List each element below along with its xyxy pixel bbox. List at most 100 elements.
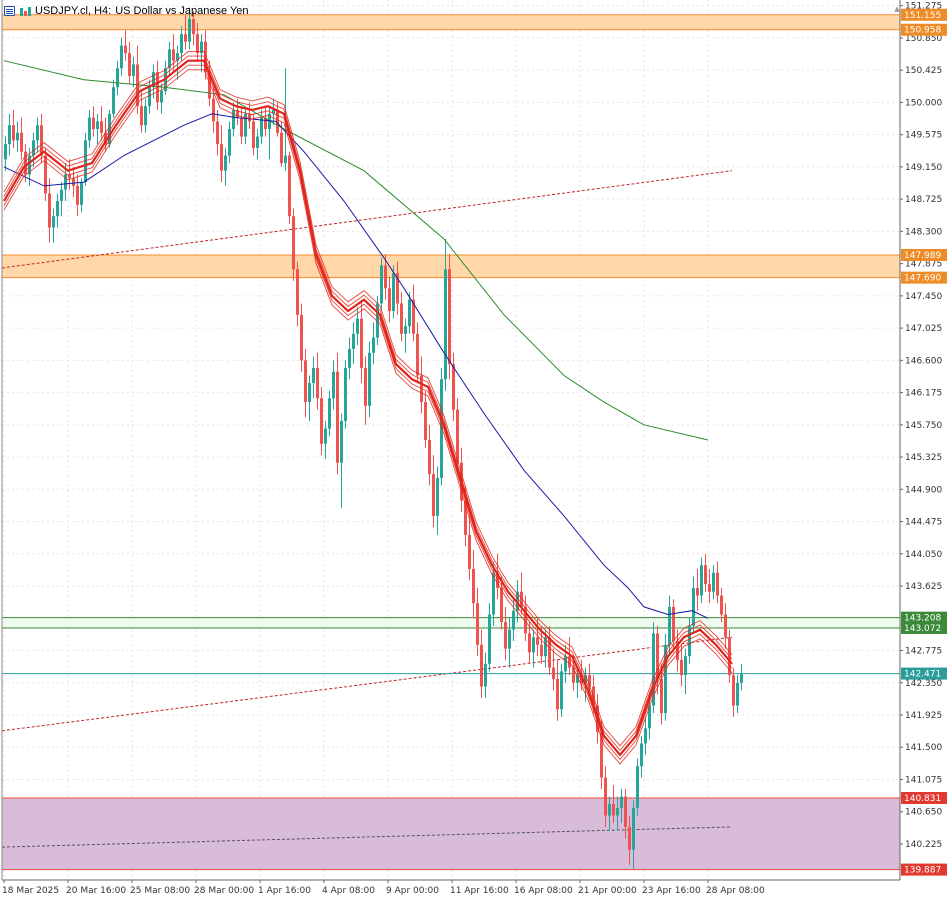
candle-body	[448, 269, 451, 365]
trendline-middle	[0, 636, 733, 732]
list-icon[interactable]	[4, 6, 15, 16]
candle-body	[68, 174, 71, 179]
y-tick-label: 149.575	[905, 131, 942, 141]
candle-body	[296, 269, 299, 315]
candle-body	[568, 656, 571, 668]
candle-body	[588, 675, 591, 687]
y-tick-label: 141.925	[905, 711, 942, 721]
x-tick-label: 25 Mar 08:00	[130, 886, 190, 896]
price-tag-label: 143.072	[904, 624, 941, 634]
candle-body	[488, 614, 491, 664]
candle-body	[672, 606, 675, 642]
candle-body	[292, 216, 295, 270]
candle-body	[104, 132, 107, 145]
candle-body	[276, 110, 279, 133]
candle-body	[724, 614, 727, 638]
candle-body	[428, 440, 431, 475]
candle-body	[648, 705, 651, 729]
candle-body	[196, 34, 199, 54]
candle-body	[268, 113, 271, 129]
y-tick-label: 140.650	[905, 808, 942, 818]
candle-body	[144, 106, 147, 126]
candle-body	[24, 151, 27, 175]
candle-body	[324, 428, 327, 444]
y-tick-label: 150.425	[905, 66, 942, 76]
candle-body	[608, 804, 611, 816]
candle-body	[280, 132, 283, 164]
candle-body	[360, 318, 363, 368]
candle-body	[436, 477, 439, 516]
price-tag	[901, 23, 947, 36]
y-tick-label: 142.350	[905, 679, 942, 689]
ma-gmma-line	[3, 51, 733, 747]
candle-body	[556, 678, 559, 710]
candle-body	[700, 565, 703, 596]
price-tag	[901, 863, 947, 876]
candle-body	[404, 326, 407, 334]
candle-body	[40, 125, 43, 156]
candle-body	[600, 732, 603, 778]
candle-body	[128, 53, 131, 76]
candle-body	[4, 144, 7, 160]
x-tick-label: 28 Apr 08:00	[706, 886, 765, 896]
candle-body	[616, 807, 619, 816]
candle-body	[272, 110, 275, 114]
price-tag-label: 139.887	[904, 866, 941, 876]
y-tick-label: 140.225	[905, 840, 942, 850]
candle-body	[528, 633, 531, 653]
candle-body	[532, 637, 535, 653]
candle-body	[640, 743, 643, 767]
y-tick-label: 141.075	[905, 775, 942, 785]
candle-body	[364, 367, 367, 406]
symbol-label: USDJPY.cl, H4:	[35, 5, 112, 17]
candle-body	[560, 671, 563, 710]
candle-body	[376, 303, 379, 338]
candle-body	[732, 675, 735, 706]
y-tick-label: 147.025	[905, 324, 942, 334]
y-tick-label: 144.475	[905, 518, 942, 528]
chevron-up-icon[interactable]: ▴	[894, 2, 900, 15]
candle-body	[100, 121, 103, 133]
x-tick-label: 21 Apr 00:00	[578, 886, 637, 896]
y-tick-label: 144.900	[905, 485, 942, 495]
y-tick-label: 141.500	[905, 743, 942, 753]
candle-body	[452, 364, 455, 410]
candle-body	[504, 622, 507, 649]
candle-body	[304, 360, 307, 403]
candle-body	[424, 402, 427, 440]
candle-body	[44, 155, 47, 194]
candle-body	[476, 603, 479, 645]
ma-line-ma-100	[3, 113, 709, 619]
y-tick-label: 146.600	[905, 356, 942, 366]
x-tick-label: 1 Apr 16:00	[258, 886, 311, 896]
x-tick-label: 28 Mar 00:00	[194, 886, 254, 896]
candle-body	[52, 216, 55, 228]
candle-body	[536, 637, 539, 645]
candle-body	[248, 113, 251, 122]
candle-body	[380, 265, 383, 304]
candle-body	[192, 18, 195, 35]
price-tag-label: 142.471	[904, 670, 941, 680]
candle-body	[680, 660, 683, 676]
price-tag-label: 140.831	[904, 794, 941, 804]
candle-body	[176, 53, 179, 61]
candle-body	[92, 117, 95, 129]
candle-body	[80, 182, 83, 205]
candle-body	[332, 371, 335, 399]
candlestick-icon[interactable]	[19, 6, 31, 17]
candle-body	[720, 595, 723, 615]
x-tick-label: 23 Apr 16:00	[642, 886, 701, 896]
price-tag	[901, 667, 947, 680]
candle-body	[656, 633, 659, 679]
price-tag	[901, 611, 947, 624]
candle-body	[472, 568, 475, 604]
candle-body	[244, 113, 247, 137]
candle-body	[8, 125, 11, 145]
price-tag-label: 143.208	[904, 614, 941, 624]
candle-body	[516, 591, 519, 611]
candle-body	[336, 371, 339, 463]
symbol-description: US Dollar vs Japanese Yen	[115, 5, 249, 17]
candle-body	[456, 409, 459, 463]
